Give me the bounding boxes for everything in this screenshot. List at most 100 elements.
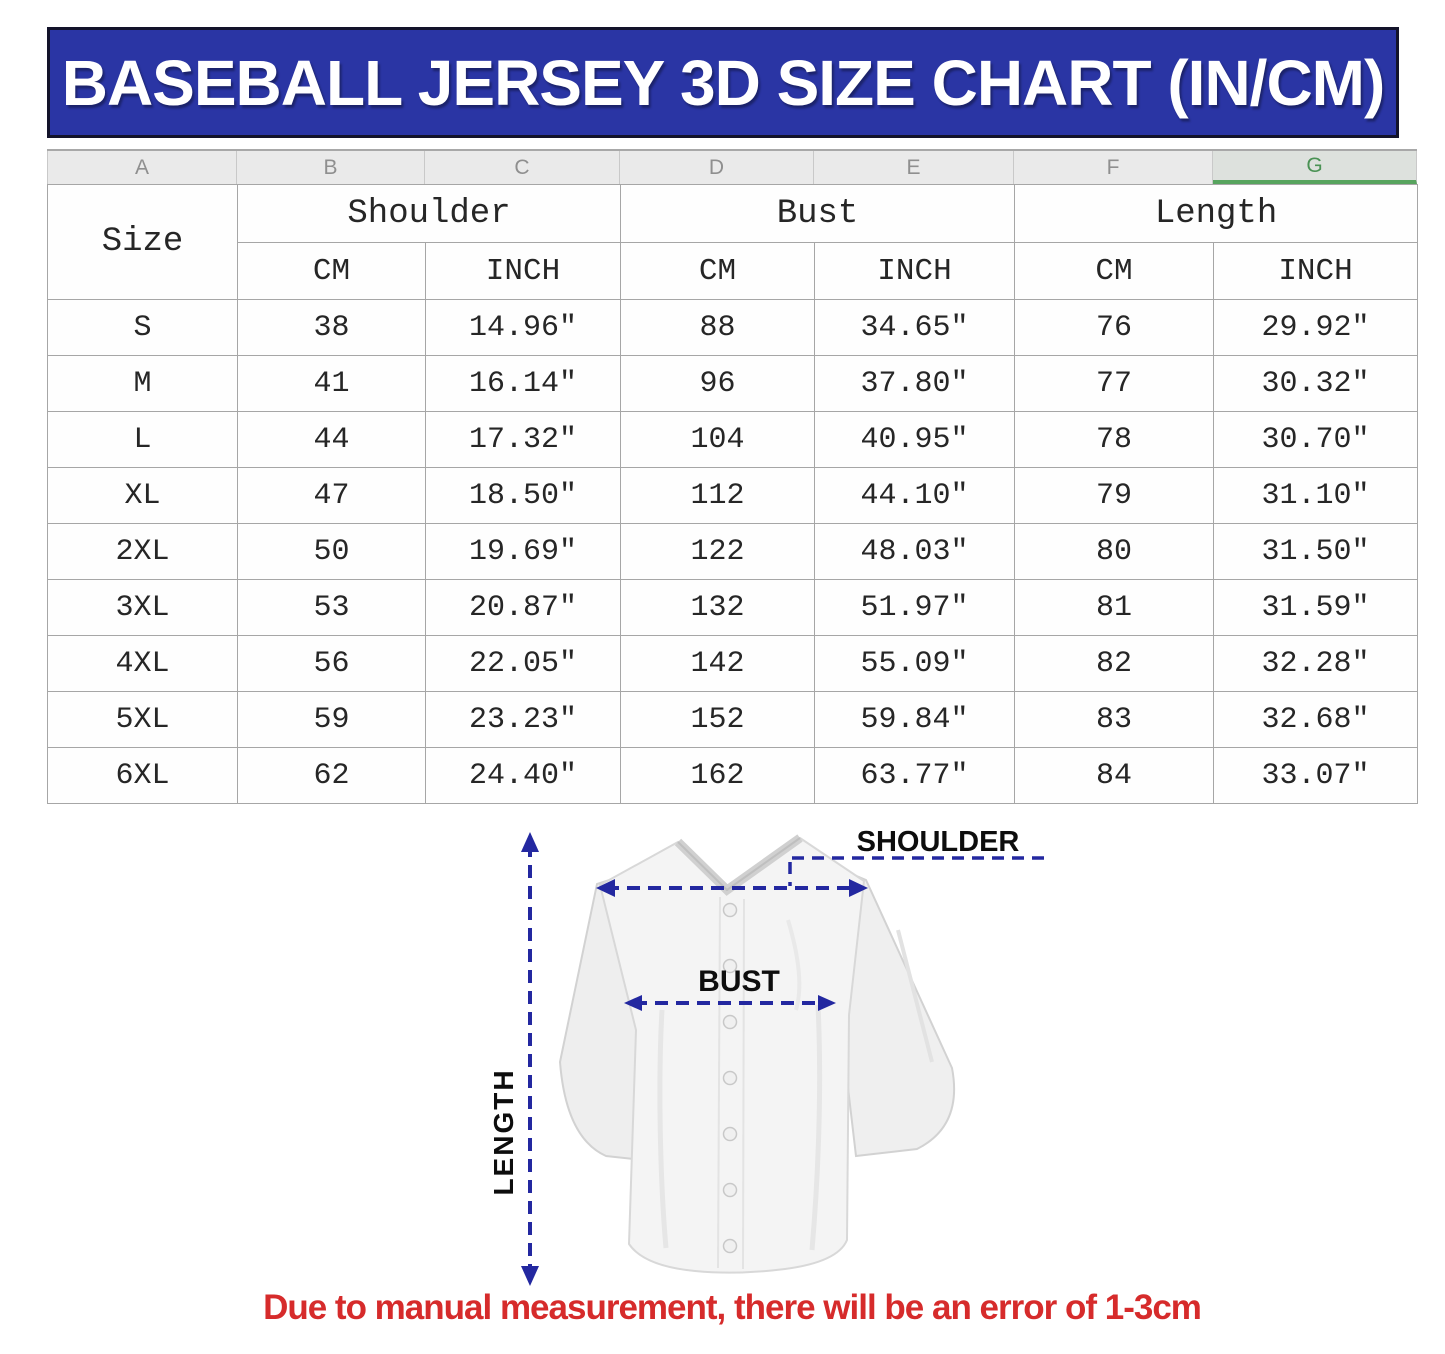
size-cell: L [47, 411, 238, 468]
value-cell: 29.92″ [1213, 299, 1419, 356]
column-header-b[interactable]: B [237, 151, 425, 184]
size-cell: 4XL [47, 635, 238, 692]
column-header-c[interactable]: C [425, 151, 620, 184]
table-unit-header-row: CM INCH CM INCH CM INCH [48, 242, 1419, 300]
value-cell: 33.07″ [1213, 747, 1419, 804]
table-group-header-row: Size Shoulder Bust Length [47, 184, 1419, 300]
value-cell: 132 [620, 579, 816, 636]
jersey-buttons [722, 902, 738, 1254]
value-cell: 81 [1014, 579, 1215, 636]
value-cell: 17.32″ [424, 411, 622, 468]
value-cell: 32.68″ [1213, 691, 1419, 748]
size-cell: M [47, 355, 238, 412]
bust-annotation: BUST [624, 965, 836, 1011]
value-cell: 30.32″ [1213, 355, 1419, 412]
length-label: LENGTH [488, 1068, 519, 1195]
value-cell: 40.95″ [814, 411, 1016, 468]
size-cell: 6XL [47, 747, 238, 804]
value-cell: 14.96″ [424, 299, 622, 356]
size-cell: XL [47, 467, 238, 524]
column-header-e[interactable]: E [814, 151, 1014, 184]
size-cell: 2XL [47, 523, 238, 580]
value-cell: 84 [1014, 747, 1215, 804]
column-header-g-selected[interactable]: G [1213, 151, 1417, 184]
value-cell: 63.77″ [814, 747, 1016, 804]
column-header-f[interactable]: F [1014, 151, 1213, 184]
value-cell: 34.65″ [814, 299, 1016, 356]
shoulder-arrow-left-tip [596, 879, 615, 897]
value-cell: 19.69″ [424, 523, 622, 580]
fold-line [896, 929, 934, 1063]
jersey-illustration [558, 834, 956, 1274]
value-cell: 31.10″ [1213, 467, 1419, 524]
value-cell: 55.09″ [814, 635, 1016, 692]
value-cell: 24.40″ [424, 747, 622, 804]
value-cell: 30.70″ [1213, 411, 1419, 468]
value-cell: 59 [237, 691, 426, 748]
bust-arrow-right-tip [818, 995, 836, 1011]
jersey-right-sleeve [826, 862, 956, 1158]
bust-group-header: Bust [620, 184, 1016, 243]
table-row: S 38 14.96″ 88 34.65″ 76 29.92″ [47, 299, 1419, 356]
bust-label: BUST [698, 965, 780, 998]
value-cell: 47 [237, 467, 426, 524]
shoulder-group-header: Shoulder [236, 184, 622, 243]
value-cell: 38 [237, 299, 426, 356]
size-cell: S [47, 299, 238, 356]
value-cell: 152 [620, 691, 816, 748]
value-cell: 22.05″ [424, 635, 622, 692]
column-header-a[interactable]: A [47, 151, 237, 184]
table-row: 3XL 53 20.87″ 132 51.97″ 81 31.59″ [47, 579, 1419, 636]
title-banner: BASEBALL JERSEY 3D SIZE CHART (IN/CM) [47, 27, 1399, 138]
table-row: L 44 17.32″ 104 40.95″ 78 30.70″ [47, 411, 1419, 468]
value-cell: 44 [237, 411, 426, 468]
value-cell: 56 [237, 635, 426, 692]
jersey-body [598, 836, 866, 1274]
value-cell: 48.03″ [814, 523, 1016, 580]
page-title: BASEBALL JERSEY 3D SIZE CHART (IN/CM) [61, 46, 1386, 119]
value-cell: 20.87″ [424, 579, 622, 636]
value-cell: 44.10″ [814, 467, 1016, 524]
unit-header: CM [237, 242, 426, 300]
unit-header: INCH [1213, 242, 1419, 300]
value-cell: 78 [1014, 411, 1215, 468]
jersey-collar-edge [677, 837, 801, 892]
size-cell: 3XL [47, 579, 238, 636]
jersey-measurement-diagram: LENGTH SHOULDER BUST [488, 826, 1050, 1286]
value-cell: 88 [620, 299, 816, 356]
value-cell: 51.97″ [814, 579, 1016, 636]
size-column-header: Size [47, 184, 238, 300]
value-cell: 96 [620, 355, 816, 412]
value-cell: 18.50″ [424, 467, 622, 524]
value-cell: 23.23″ [424, 691, 622, 748]
fold-line [786, 919, 802, 1011]
value-cell: 59.84″ [814, 691, 1016, 748]
value-cell: 53 [237, 579, 426, 636]
unit-header: INCH [814, 242, 1016, 300]
value-cell: 79 [1014, 467, 1215, 524]
length-annotation: LENGTH [488, 832, 539, 1286]
size-chart-table: Size Shoulder Bust Length CM INCH CM INC… [47, 184, 1419, 804]
value-cell: 31.50″ [1213, 523, 1419, 580]
value-cell: 76 [1014, 299, 1215, 356]
fold-line [657, 1009, 669, 1249]
table-row: XL 47 18.50″ 112 44.10″ 79 31.10″ [47, 467, 1419, 524]
column-header-d[interactable]: D [620, 151, 814, 184]
shoulder-annotation: SHOULDER [596, 826, 1050, 897]
value-cell: 62 [237, 747, 426, 804]
value-cell: 50 [237, 523, 426, 580]
table-row: 5XL 59 23.23″ 152 59.84″ 83 32.68″ [47, 691, 1419, 748]
placket-line [742, 898, 745, 1270]
value-cell: 37.80″ [814, 355, 1016, 412]
unit-header: CM [1014, 242, 1215, 300]
value-cell: 32.28″ [1213, 635, 1419, 692]
value-cell: 104 [620, 411, 816, 468]
bust-arrow-left-tip [624, 995, 642, 1011]
size-cell: 5XL [47, 691, 238, 748]
value-cell: 122 [620, 523, 816, 580]
unit-header: INCH [424, 242, 622, 300]
value-cell: 112 [620, 467, 816, 524]
value-cell: 82 [1014, 635, 1215, 692]
length-group-header: Length [1014, 184, 1419, 243]
